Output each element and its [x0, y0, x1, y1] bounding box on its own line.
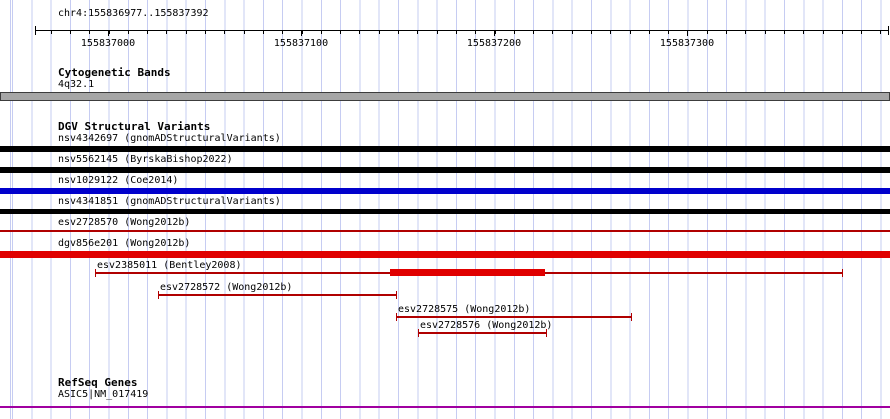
- ruler-end-tick: [888, 26, 889, 35]
- ruler-minor-tick: [533, 30, 534, 34]
- feature-asic5-nm-017419[interactable]: [0, 406, 890, 408]
- ruler-minor-tick: [379, 30, 380, 34]
- ruler-minor-tick: [340, 30, 341, 34]
- ruler-minor-tick: [244, 30, 245, 34]
- ruler-tick-label: 155837000: [80, 38, 136, 49]
- ruler-minor-tick: [398, 30, 399, 34]
- ruler-minor-tick: [70, 30, 71, 34]
- track-label-nsv4341851[interactable]: nsv4341851 (gnomADStructuralVariants): [58, 196, 281, 207]
- feature-endcap-right-esv2385011: [842, 269, 843, 277]
- ruler-minor-tick: [282, 30, 283, 34]
- ruler-minor-tick: [745, 30, 746, 34]
- feature-nsv4341851[interactable]: [0, 209, 890, 214]
- ruler-minor-tick: [842, 30, 843, 34]
- ruler-major-tick: [108, 30, 109, 36]
- ruler-minor-tick: [147, 30, 148, 34]
- feature-endcap-left-esv2728572: [158, 291, 159, 299]
- section-title-dgv-structural-variants: DGV Structural Variants: [58, 120, 211, 133]
- feature-endcap-left-esv2728575: [396, 313, 397, 321]
- ruler-minor-tick: [186, 30, 187, 34]
- ruler-minor-tick: [765, 30, 766, 34]
- feature-esv2728570[interactable]: [0, 230, 890, 232]
- track-label-esv2385011[interactable]: esv2385011 (Bentley2008): [97, 260, 242, 271]
- track-label-nsv5562145[interactable]: nsv5562145 (ByrskaBishop2022): [58, 154, 233, 165]
- feature-esv2728575[interactable]: [396, 316, 632, 318]
- ruler-minor-tick: [861, 30, 862, 34]
- ruler-end-tick: [35, 26, 36, 35]
- feature-nsv4342697[interactable]: [0, 146, 890, 152]
- ruler-minor-tick: [205, 30, 206, 34]
- track-label-esv2728572[interactable]: esv2728572 (Wong2012b): [160, 282, 293, 293]
- ruler-minor-tick: [610, 30, 611, 34]
- feature-endcap-right-esv2728575: [631, 313, 632, 321]
- ruler-minor-tick: [668, 30, 669, 34]
- track-label-esv2728575[interactable]: esv2728575 (Wong2012b): [398, 304, 531, 315]
- ruler-minor-tick: [803, 30, 804, 34]
- ruler-minor-tick: [475, 30, 476, 34]
- ruler-minor-tick: [224, 30, 225, 34]
- ruler-minor-tick: [437, 30, 438, 34]
- ruler-tick-label: 155837100: [273, 38, 329, 49]
- ruler-minor-tick: [109, 30, 110, 34]
- feature-nsv1029122[interactable]: [0, 188, 890, 194]
- ruler-minor-tick: [514, 30, 515, 34]
- ruler-minor-tick: [456, 30, 457, 34]
- feature-esv2385011[interactable]: [390, 269, 545, 276]
- feature-endcap-left-esv2385011: [95, 269, 96, 277]
- ruler-minor-tick: [572, 30, 573, 34]
- ruler-minor-tick: [359, 30, 360, 34]
- ruler-minor-tick: [649, 30, 650, 34]
- ruler-minor-tick: [823, 30, 824, 34]
- ruler-minor-tick: [263, 30, 264, 34]
- ruler-minor-tick: [552, 30, 553, 34]
- ruler-minor-tick: [726, 30, 727, 34]
- ruler-minor-tick: [302, 30, 303, 34]
- feature-esv2728576[interactable]: [418, 332, 547, 334]
- track-label-cytoband-4q32-1[interactable]: 4q32.1: [58, 79, 95, 90]
- ruler-minor-tick: [784, 30, 785, 34]
- feature-endcap-right-esv2728572: [396, 291, 397, 299]
- ruler-tick-label: 155837200: [466, 38, 522, 49]
- feature-endcap-right-esv2728576: [546, 329, 547, 337]
- ruler-tick-label: 155837300: [659, 38, 715, 49]
- ruler-minor-tick: [417, 30, 418, 34]
- ruler-major-tick: [687, 30, 688, 36]
- ruler-major-tick: [494, 30, 495, 36]
- ruler-minor-tick: [51, 30, 52, 34]
- ruler-major-tick: [301, 30, 302, 36]
- ruler-minor-tick: [321, 30, 322, 34]
- ruler-minor-tick: [495, 30, 496, 34]
- region-label: chr4:155836977..155837392: [58, 8, 209, 19]
- ruler-minor-tick: [707, 30, 708, 34]
- ruler-minor-tick: [630, 30, 631, 34]
- section-title-refseq-genes: RefSeq Genes: [58, 376, 138, 389]
- ruler-baseline: [35, 30, 888, 31]
- ruler-minor-tick: [166, 30, 167, 34]
- feature-esv2728572[interactable]: [158, 294, 397, 296]
- track-label-nsv1029122[interactable]: nsv1029122 (Coe2014): [58, 175, 179, 186]
- section-title-cytogenetic-bands: Cytogenetic Bands: [58, 66, 171, 79]
- track-label-esv2728576[interactable]: esv2728576 (Wong2012b): [420, 320, 553, 331]
- feature-dgv856e201[interactable]: [0, 251, 890, 258]
- track-label-asic5-nm-017419[interactable]: ASIC5|NM_017419: [58, 389, 149, 400]
- feature-endcap-left-esv2728576: [418, 329, 419, 337]
- ruler-minor-tick: [880, 30, 881, 34]
- feature-nsv5562145[interactable]: [0, 167, 890, 173]
- ruler-minor-tick: [89, 30, 90, 34]
- track-label-nsv4342697[interactable]: nsv4342697 (gnomADStructuralVariants): [58, 133, 281, 144]
- track-label-dgv856e201[interactable]: dgv856e201 (Wong2012b): [58, 238, 191, 249]
- ruler-minor-tick: [128, 30, 129, 34]
- ruler-minor-tick: [591, 30, 592, 34]
- track-label-esv2728570[interactable]: esv2728570 (Wong2012b): [58, 217, 191, 228]
- feature-cytoband-4q32-1[interactable]: [0, 92, 890, 101]
